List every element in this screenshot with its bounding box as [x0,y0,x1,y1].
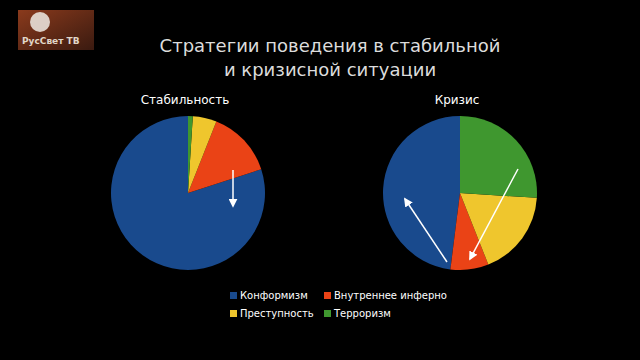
arrow [405,199,447,262]
pie-chart: Стабильность [111,93,265,270]
legend-swatch [324,310,331,317]
title-line: и кризисной ситуации [224,59,436,80]
logo-box [18,10,94,50]
legend-label: Внутреннее инферно [334,290,447,301]
logo: РусСвет ТВ [18,10,94,50]
legend-label: Преступность [240,308,314,319]
legend-swatch [230,310,237,317]
page: РусСвет ТВ Стратегии поведения в стабильн… [0,0,640,360]
pie-slice [111,116,265,270]
legend-label: Конформизм [240,290,308,301]
legend-label: Терроризм [333,308,391,319]
pie-slice [460,116,537,198]
pie-slice [188,116,193,193]
pie-slice [188,116,216,193]
legend-swatch [324,292,331,299]
pie-title: Кризис [435,93,480,107]
legend-swatch [230,292,237,299]
pie-chart: Кризис [383,93,537,270]
pie-slice [383,116,460,269]
title-line: Стратегии поведения в стабильной [160,35,501,56]
background [0,0,640,360]
pie-title: Стабильность [141,93,230,107]
arrow [232,170,234,206]
main-title: Стратегии поведения в стабильной и кризис… [160,35,501,80]
arrow [470,169,518,259]
logo-circle [30,12,50,32]
logo-text: РусСвет ТВ [22,36,80,46]
pie-slice [460,193,537,265]
legend: Конформизм Внутреннее инферно Преступность… [230,290,447,319]
